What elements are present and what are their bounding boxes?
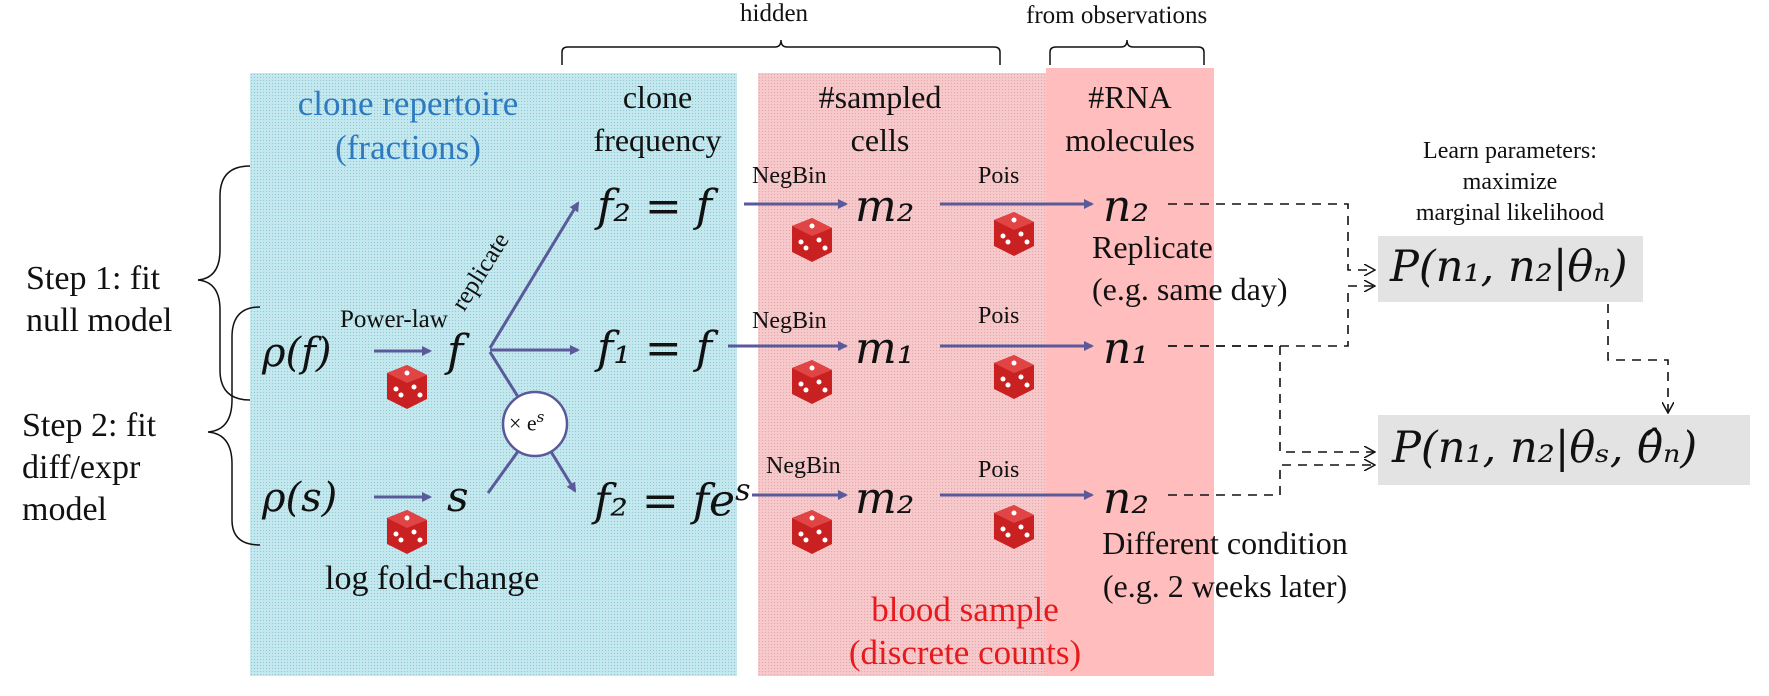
pois-label-row3: Pois [978,457,1020,483]
step1-label: Step 1: fit null model [26,260,173,339]
dice-icons [387,212,1034,554]
observations-bracket [1049,39,1205,65]
multiply-es-text: × e [509,410,537,436]
shift-arrow-lower [548,449,577,493]
pois-label-row2: Pois [978,303,1020,329]
freq-row1: f₂ = f [597,181,713,232]
negbin-label-row1: NegBin [752,163,827,189]
step2-label: Step 2: fit diff/expr model [22,407,157,528]
step2-brace [207,306,261,546]
dash-n2b-to-diff [1168,465,1374,496]
rna-molecules-panel [1046,68,1214,676]
dash-null-to-diff [1607,304,1668,412]
null-likelihood: P(n₁, n₂|θₙ) [1390,242,1628,292]
freq-row2: f₁ = f [597,323,713,374]
replicate-arrow [488,201,580,349]
f-variable: f [447,326,464,377]
cells-row1: m₂ [855,181,915,232]
clone-frequency-title: clone frequency [593,79,722,158]
molecules-row1: n₂ [1103,181,1149,232]
molecules-row2: n₁ [1103,323,1149,374]
pois-label-row1: Pois [978,163,1020,189]
hidden-label: hidden [740,0,809,27]
blood-sample-label: blood sample (discrete counts) [848,590,1082,672]
molecules-row3: n₂ [1103,473,1149,524]
clone-repertoire-title: clone repertoire (fractions) [297,84,519,167]
dash-n1-to-null [1168,286,1374,347]
rho-f: ρ(f) [262,330,332,376]
shift-arrow-from-s [486,449,521,494]
multiply-es-circle [501,390,569,458]
negbin-label-row2: NegBin [752,308,827,334]
s-variable: s [447,472,469,521]
freq-row3-text: f₂ = fe [594,475,736,527]
negbin-label-row3: NegBin [766,453,841,479]
log-fold-change-label: log fold-change [325,560,540,597]
step1-brace [197,165,251,401]
replicate-annotation: Replicate (e.g. same day) [1092,229,1288,307]
power-law-label: Power-law [340,306,448,333]
from-observations-label: from observations [1026,2,1208,29]
cells-row2: m₁ [855,323,915,374]
different-condition-annotation: Different condition (e.g. 2 weeks later) [1102,525,1348,604]
null-likelihood-box [1378,236,1643,302]
multiply-es-sup: s [536,408,545,426]
rna-molecules-title: #RNA molecules [1065,79,1195,158]
freq-row3-sup: s [735,473,751,508]
rho-s: ρ(s) [262,475,338,521]
dash-n1-to-diff [1168,345,1374,452]
multiply-es-label: × es [509,408,544,436]
sampled-cells-title: #sampled cells [818,79,942,158]
diff-likelihood-box [1378,415,1750,485]
cells-row3: m₂ [855,473,915,524]
diff-likelihood: P(n₁, n₂|θₛ, θ̂ₙ) [1392,423,1698,473]
clone-repertoire-panel [250,73,737,676]
learn-parameters-label: Learn parameters: maximize marginal like… [1415,138,1605,226]
dash-n2-to-null [1168,203,1374,270]
shift-arrow-upper [488,351,522,401]
hidden-bracket [561,39,1001,65]
freq-row3: f₂ = fes [594,473,751,527]
